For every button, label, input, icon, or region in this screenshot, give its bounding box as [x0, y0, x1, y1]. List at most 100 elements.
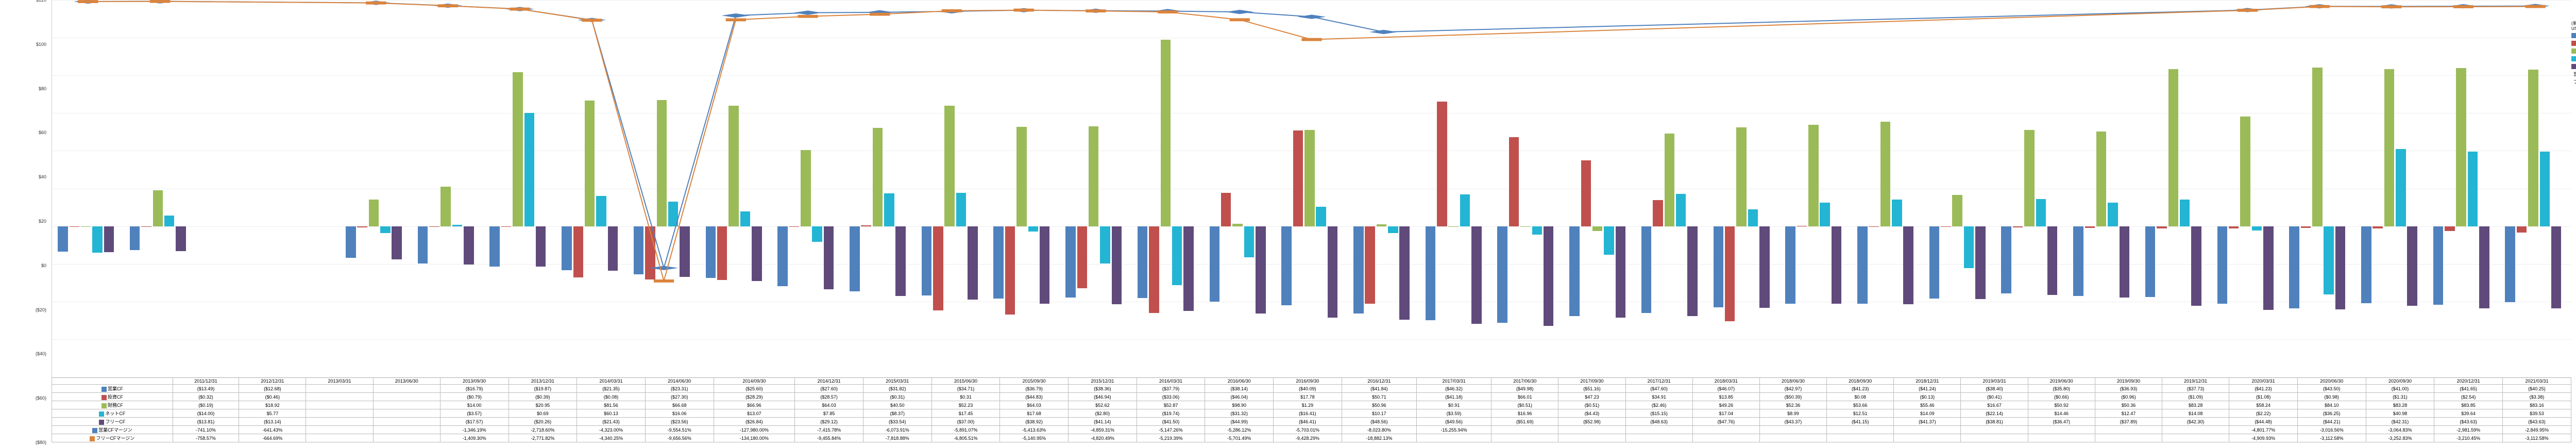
cell-op_cf: ($42.97)	[1759, 385, 1826, 393]
cell-inv_cf: ($44.83)	[1000, 393, 1069, 401]
cell-inv_cf: $47.23	[1558, 393, 1625, 401]
cell-op_cf: ($36.93)	[2095, 385, 2162, 393]
cell-fcf_m: -3,210.45%	[2434, 434, 2503, 442]
cell-inv_cf: $17.78	[1274, 393, 1342, 401]
period-header: 2017/03/31	[1416, 378, 1491, 385]
cell-inv_cf: ($0.13)	[1894, 393, 1961, 401]
cell-inv_cf: ($0.08)	[577, 393, 646, 401]
cell-fcf_m	[306, 434, 373, 442]
cell-op_m	[1558, 426, 1625, 434]
period-header: 2020/03/31	[2229, 378, 2298, 385]
cell-op_cf: ($49.98)	[1492, 385, 1558, 393]
cell-op_m: -15,255.94%	[1416, 426, 1491, 434]
cell-net_cf: $17.68	[1000, 409, 1069, 418]
cell-op_m: -5,147.26%	[1137, 426, 1205, 434]
cell-fin_cf: $50.36	[2095, 401, 2162, 409]
cell-net_cf: $5.77	[239, 409, 306, 418]
cell-op_cf: ($21.35)	[577, 385, 646, 393]
cell-fcf_m	[1759, 434, 1826, 442]
cell-op_m: -4,323.00%	[577, 426, 646, 434]
cell-fcf: ($44.21)	[2297, 418, 2366, 426]
cell-fcf_m: -18,882.13%	[1342, 434, 1416, 442]
cell-fcf_m: -4,909.93%	[2229, 434, 2298, 442]
cell-fcf_m	[1625, 434, 1692, 442]
cell-fcf: ($47.76)	[1692, 418, 1759, 426]
period-header: 2019/12/31	[2162, 378, 2229, 385]
cell-fin_cf: $83.28	[2366, 401, 2434, 409]
cell-op_m: -641.43%	[239, 426, 306, 434]
cell-op_cf	[373, 385, 440, 393]
cell-fcf_m	[1827, 434, 1894, 442]
cell-net_cf: ($2.80)	[1069, 409, 1137, 418]
period-header: 2012/12/31	[239, 378, 306, 385]
period-header: 2014/12/31	[795, 378, 863, 385]
period-header: 2019/06/30	[2028, 378, 2095, 385]
cell-op_cf: ($41.24)	[1894, 385, 1961, 393]
cell-inv_cf: ($0.41)	[1961, 393, 2028, 401]
cell-net_cf: $0.69	[509, 409, 577, 418]
cell-op_m: -8,023.80%	[1342, 426, 1416, 434]
cell-fcf: ($33.54)	[863, 418, 931, 426]
cell-fin_cf: $52.62	[1069, 401, 1137, 409]
cell-op_cf: ($46.07)	[1692, 385, 1759, 393]
series-label-fcf: フリーCF	[52, 418, 173, 426]
cell-net_cf: $39.64	[2434, 409, 2503, 418]
cell-op_m	[1692, 426, 1759, 434]
period-header: 2019/03/31	[1961, 378, 2028, 385]
legend-item-fin_cf: 財務CF	[2571, 47, 2576, 54]
cell-net_cf: $16.06	[645, 409, 714, 418]
cell-inv_cf: ($27.30)	[645, 393, 714, 401]
period-header: 2014/06/30	[645, 378, 714, 385]
cell-fcf: ($23.56)	[645, 418, 714, 426]
cell-net_cf: ($3.59)	[1416, 409, 1491, 418]
cell-fcf: ($29.12)	[795, 418, 863, 426]
cell-fcf_m: -2,771.82%	[509, 434, 577, 442]
cell-op_cf	[306, 385, 373, 393]
cell-inv_cf: ($50.39)	[1759, 393, 1826, 401]
cell-net_cf: $12.51	[1827, 409, 1894, 418]
cell-net_cf: ($22.14)	[1961, 409, 2028, 418]
cell-net_cf: $14.09	[1894, 409, 1961, 418]
cell-fin_cf: $16.67	[1961, 401, 2028, 409]
cell-net_cf: $10.17	[1342, 409, 1416, 418]
cell-op_cf: ($41.84)	[1342, 385, 1416, 393]
cell-fin_cf: $84.10	[2297, 401, 2366, 409]
cell-fin_cf: $66.96	[714, 401, 795, 409]
cell-fcf_m: -5,219.39%	[1137, 434, 1205, 442]
cell-op_cf: ($19.87)	[509, 385, 577, 393]
period-header: 2019/09/30	[2095, 378, 2162, 385]
cell-fcf: ($48.56)	[1342, 418, 1416, 426]
cell-op_m: -2,718.60%	[509, 426, 577, 434]
cell-op_m	[1492, 426, 1558, 434]
cell-fcf_m	[2162, 434, 2229, 442]
cell-op_m	[2162, 426, 2229, 434]
period-header: 2015/09/30	[1000, 378, 1069, 385]
cell-op_m	[1961, 426, 2028, 434]
cell-op_cf: ($16.79)	[440, 385, 509, 393]
cell-fin_cf: $0.91	[1416, 401, 1491, 409]
cell-fcf_m	[1416, 434, 1491, 442]
cell-fcf: ($44.48)	[2229, 418, 2298, 426]
cell-fcf_m: -5,701.49%	[1205, 434, 1274, 442]
cell-fin_cf: $64.03	[1000, 401, 1069, 409]
cell-op_m: -127,980.00%	[714, 426, 795, 434]
cell-fcf: ($43.63)	[2434, 418, 2503, 426]
cell-fin_cf: $50.92	[2028, 401, 2095, 409]
cell-inv_cf: ($0.46)	[239, 393, 306, 401]
cell-op_cf: ($36.79)	[1000, 385, 1069, 393]
period-header: 2013/12/31	[509, 378, 577, 385]
cell-net_cf: $7.85	[795, 409, 863, 418]
cell-inv_cf: ($28.57)	[795, 393, 863, 401]
cell-op_cf: ($41.00)	[2366, 385, 2434, 393]
cell-fcf: ($41.15)	[1827, 418, 1894, 426]
cell-net_cf: ($2.22)	[2229, 409, 2298, 418]
legend-item-fcf_m: フリーCFマージン	[2571, 78, 2576, 85]
period-header: 2021/03/31	[2502, 378, 2571, 385]
cell-inv_cf: ($0.39)	[509, 393, 577, 401]
legend-item-net_cf: ネットCF	[2571, 55, 2576, 62]
cell-fcf: ($42.30)	[2162, 418, 2229, 426]
cell-op_m: -6,073.91%	[863, 426, 931, 434]
cell-op_m	[306, 426, 373, 434]
cell-fcf: ($46.41)	[1274, 418, 1342, 426]
cell-fcf: ($20.26)	[509, 418, 577, 426]
